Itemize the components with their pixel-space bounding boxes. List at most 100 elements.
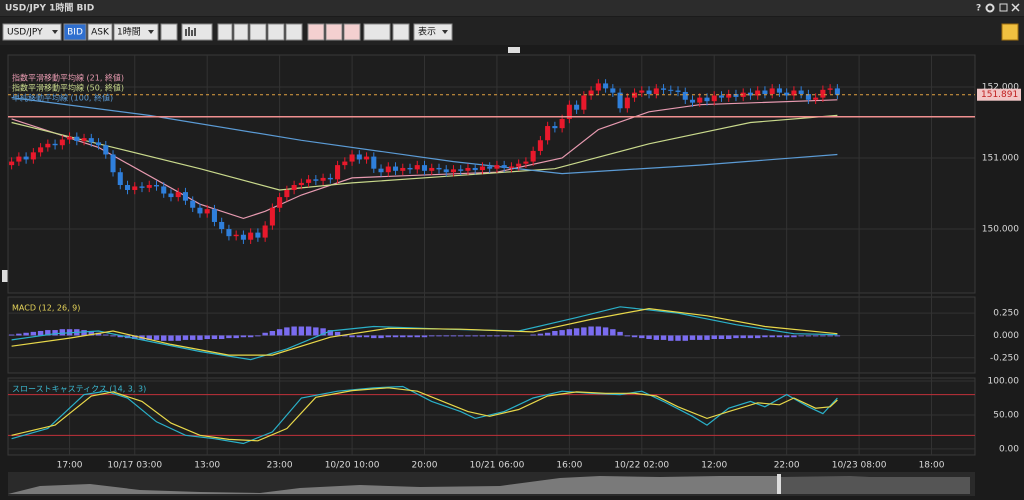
navigator-selection xyxy=(780,476,970,494)
candle-body xyxy=(153,185,160,187)
layout-button[interactable] xyxy=(285,23,303,41)
current-price-label: 151.891 xyxy=(981,90,1018,100)
candle-body xyxy=(175,192,181,198)
candle-body xyxy=(603,83,609,89)
calculator-button[interactable] xyxy=(1001,23,1019,41)
histogram-bar xyxy=(175,335,181,341)
histogram-bar xyxy=(581,327,587,336)
pane-background xyxy=(7,377,976,456)
candle-body xyxy=(96,142,102,146)
candle-body xyxy=(827,88,833,90)
y-tick-label: 100.00 xyxy=(988,377,1020,387)
histogram-bar xyxy=(30,331,37,336)
view-select[interactable] xyxy=(413,23,453,41)
y-tick-label: 0.000 xyxy=(993,331,1019,341)
histogram-bar xyxy=(472,335,478,337)
histogram-bar xyxy=(718,335,725,340)
candle-body xyxy=(226,229,232,237)
candle-body xyxy=(501,165,507,168)
navigator-area xyxy=(8,476,780,494)
ask-button[interactable] xyxy=(87,23,113,41)
histogram-bar xyxy=(820,335,826,337)
histogram-bar xyxy=(226,335,232,339)
histogram-bar xyxy=(284,327,290,336)
histogram-bar xyxy=(189,335,196,340)
help-button[interactable]: ? xyxy=(976,4,981,14)
candle-body xyxy=(762,90,768,95)
legend-entry: 指数平滑移動平均線 (50, 終値) xyxy=(12,83,124,93)
histogram-bar xyxy=(52,330,58,336)
draw-tool-select[interactable] xyxy=(363,23,391,41)
screenshot-button[interactable] xyxy=(392,23,410,41)
candle-body xyxy=(45,143,51,148)
order-button[interactable] xyxy=(325,23,343,41)
title-bar xyxy=(0,0,1024,16)
x-tick-label: 12:00 xyxy=(701,461,727,471)
histogram-bar xyxy=(342,335,348,337)
layout-button[interactable] xyxy=(249,23,267,41)
x-tick-label: 10/21 06:00 xyxy=(470,461,525,471)
zoom-out-button[interactable] xyxy=(233,23,249,41)
histogram-bar xyxy=(204,335,210,340)
pane-title: スローストキャスティクス (14, 3, 3) xyxy=(12,385,146,394)
candle-body xyxy=(668,89,674,91)
histogram-bar xyxy=(240,335,247,338)
y-tick-label: 0.250 xyxy=(993,309,1019,319)
histogram-bar xyxy=(704,335,710,340)
x-tick-label: 17:00 xyxy=(57,461,83,471)
x-tick-label: 10/20 10:00 xyxy=(325,461,380,471)
x-tick-label: 16:00 xyxy=(556,461,582,471)
histogram-bar xyxy=(479,335,486,337)
histogram-bar xyxy=(559,330,565,336)
histogram-bar xyxy=(668,335,674,341)
candle-body xyxy=(23,156,29,160)
histogram-bar xyxy=(349,335,355,338)
histogram-bar xyxy=(8,334,15,336)
maximize-icon[interactable] xyxy=(999,3,1008,12)
close-icon[interactable] xyxy=(1011,3,1020,12)
histogram-bar xyxy=(494,335,500,337)
order-button[interactable] xyxy=(307,23,325,41)
candle-body xyxy=(776,88,782,93)
order-button[interactable] xyxy=(343,23,361,41)
histogram-bar xyxy=(573,328,580,336)
candle-body xyxy=(784,92,790,96)
settings-icon[interactable] xyxy=(985,3,995,13)
pane-title: MACD (12, 26, 9) xyxy=(12,304,80,313)
interval-select[interactable] xyxy=(113,23,159,41)
bid-button[interactable] xyxy=(63,23,87,41)
collapse-handle[interactable] xyxy=(508,47,520,53)
x-tick-label: 23:00 xyxy=(267,461,293,471)
y-tick-label: 0.00 xyxy=(999,444,1019,454)
histogram-bar xyxy=(783,335,790,338)
candle-body xyxy=(211,209,217,222)
candle-body xyxy=(711,95,717,102)
histogram-bar xyxy=(247,335,254,338)
marks xyxy=(8,79,975,445)
candle-body xyxy=(617,92,623,109)
side-handle[interactable] xyxy=(2,270,8,282)
histogram-bar xyxy=(37,330,44,336)
candle-body xyxy=(588,90,594,96)
navigator-handle[interactable] xyxy=(777,474,781,494)
candle-body xyxy=(103,145,109,155)
layout-button[interactable] xyxy=(267,23,285,41)
x-tick-label: 20:00 xyxy=(412,461,438,471)
copy-button[interactable] xyxy=(160,23,178,41)
dropdown-arrow xyxy=(442,30,448,34)
histogram-bar xyxy=(182,335,189,340)
histogram-bar xyxy=(624,335,631,337)
histogram-bar xyxy=(450,335,457,337)
symbol-select[interactable] xyxy=(2,23,62,41)
histogram-bar xyxy=(501,335,507,337)
candle-body xyxy=(769,88,775,95)
histogram-bar xyxy=(269,330,276,336)
zoom-in-button[interactable] xyxy=(217,23,233,41)
histogram-bar xyxy=(23,332,29,336)
candle-body xyxy=(574,104,580,110)
chart-type-icon xyxy=(185,27,196,36)
histogram-bar xyxy=(530,334,536,336)
candle-body xyxy=(458,169,464,171)
histogram-bar xyxy=(791,335,797,338)
candle-body xyxy=(255,232,261,238)
